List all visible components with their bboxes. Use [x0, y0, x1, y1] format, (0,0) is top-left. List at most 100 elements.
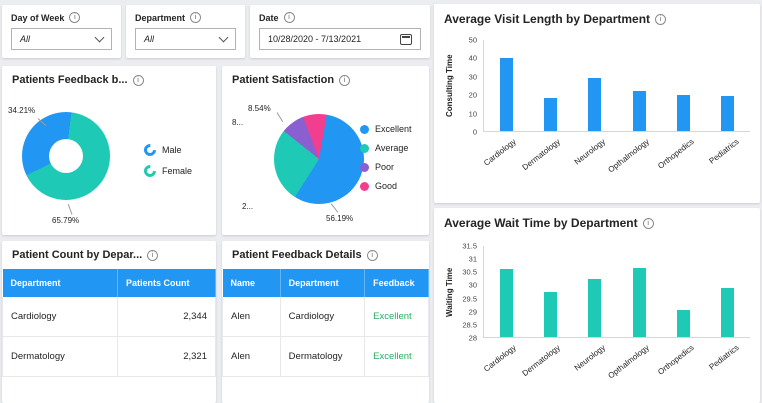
legend-marker [141, 162, 159, 180]
department-select[interactable]: All [135, 28, 236, 50]
bar-slot [573, 40, 617, 131]
table-cell: Cardiology [279, 297, 366, 337]
bar-slot [573, 246, 617, 337]
legend-label: Average [375, 143, 409, 153]
table-header-row: Department Patients Count [2, 269, 216, 297]
gender-legend: Male Female [141, 141, 193, 180]
filter-label-row: Date [259, 12, 421, 23]
y-tick-label: 30 [468, 72, 477, 82]
info-icon[interactable] [190, 12, 202, 23]
x-tick: Neurology [572, 132, 617, 192]
y-axis: 0 10 20 30 40 50 [457, 36, 483, 137]
plot-column: Cardiology Dermatology Neurology Opthalmolo… [482, 40, 751, 192]
info-icon[interactable] [655, 13, 667, 25]
column-header[interactable]: Name [222, 269, 281, 297]
chevron-down-icon [94, 32, 105, 43]
bar-slot [661, 40, 705, 131]
column-header[interactable]: Department [280, 269, 366, 297]
pie-data-label-average: 2... [242, 202, 254, 211]
info-icon[interactable] [339, 74, 351, 86]
table-row[interactable]: Dermatology 2,321 [2, 336, 216, 377]
x-axis: Cardiology Dermatology Neurology Opthalmolo… [482, 338, 750, 398]
table-cell: 2,344 [117, 297, 216, 337]
y-tick-label: 20 [468, 90, 477, 100]
y-tick-label: 30.5 [462, 267, 477, 277]
legend-item-excellent[interactable]: Excellent [360, 124, 412, 134]
filter-department-label: Department [135, 12, 186, 23]
bar-pediatrics[interactable] [721, 287, 735, 337]
bar-slot [484, 246, 528, 337]
day-of-week-select[interactable]: All [11, 28, 112, 50]
info-icon[interactable] [366, 249, 378, 261]
legend-label: Poor [375, 162, 395, 172]
bar-neurology[interactable] [588, 278, 602, 337]
bar-pediatrics[interactable] [721, 96, 735, 131]
bar-opthalmology[interactable] [632, 268, 646, 337]
bar-slot [528, 246, 572, 337]
y-tick-label: 29 [468, 307, 477, 317]
info-icon[interactable] [69, 12, 81, 23]
legend-marker [360, 124, 369, 134]
legend-item-good[interactable]: Good [360, 181, 412, 191]
card-feedback-details: Patient Feedback Details NameDepartmentF… [222, 241, 429, 403]
table-cell: Cardiology [2, 297, 119, 337]
table-cell: Excellent [364, 297, 429, 337]
legend-item-average[interactable]: Average [360, 143, 412, 153]
info-icon[interactable] [642, 217, 654, 229]
x-tick: Neurology [572, 338, 617, 398]
date-range-input[interactable]: 10/28/2020 - 7/13/2021 [259, 28, 421, 50]
bar-orthopedics[interactable] [676, 94, 690, 131]
table-cell: Excellent [364, 336, 429, 377]
bars [484, 246, 750, 337]
x-tick-label: Pediatrics [707, 137, 741, 166]
legend-label: Female [162, 166, 193, 176]
bar-slot [661, 246, 705, 337]
column-header[interactable]: Patients Count [117, 269, 216, 297]
day-of-week-selected-value: All [20, 34, 31, 44]
y-tick-label: 0 [472, 127, 477, 137]
table-row[interactable]: Cardiology 2,344 [2, 297, 216, 337]
pie-data-label-excellent: 56.19% [326, 214, 354, 223]
bar-opthalmology[interactable] [632, 90, 646, 131]
filter-date: Date 10/28/2020 - 7/13/2021 [250, 5, 430, 58]
x-tick: Dermatology [521, 338, 573, 398]
legend-item-male[interactable]: Male [141, 141, 192, 159]
card-title: Patient Count by Depar... [12, 249, 143, 261]
legend-label: Excellent [375, 124, 412, 134]
info-icon[interactable] [283, 12, 295, 23]
bars [484, 40, 750, 131]
column-header[interactable]: Department [2, 269, 119, 297]
bar-slot [617, 246, 661, 337]
plot-column: Cardiology Dermatology Neurology Opthalmolo… [482, 246, 750, 398]
chevron-down-icon [218, 32, 229, 43]
x-tick-label: Dermatology [521, 137, 563, 173]
legend-item-female[interactable]: Female [141, 162, 193, 180]
bar-cardiology[interactable] [499, 58, 513, 131]
y-tick-label: 50 [468, 35, 477, 45]
table-row[interactable]: Alen Dermatology Excellent [222, 336, 429, 377]
column-header[interactable]: Feedback [364, 269, 429, 297]
legend-marker [141, 141, 159, 159]
table-header-row: Name Department Feedback [222, 269, 429, 297]
calendar-icon [400, 33, 412, 45]
satisfaction-pie-chart[interactable] [274, 114, 364, 204]
x-tick-label: Cardiology [482, 343, 518, 374]
date-range-value: 10/28/2020 - 7/13/2021 [268, 34, 362, 44]
bar-cardiology[interactable] [499, 269, 513, 337]
bar-orthopedics[interactable] [676, 309, 690, 337]
filter-label-row: Day of Week [11, 12, 112, 23]
legend-label: Good [375, 181, 398, 191]
bar-dermatology[interactable] [543, 291, 557, 337]
plot-area [483, 40, 750, 132]
table-row[interactable]: Alen Cardiology Excellent [222, 297, 429, 337]
x-tick: Opthalmology [607, 338, 662, 398]
info-icon[interactable] [132, 74, 144, 86]
y-tick-label: 28 [468, 333, 477, 343]
bar-dermatology[interactable] [543, 98, 557, 131]
bar-neurology[interactable] [588, 78, 602, 131]
info-icon[interactable] [147, 249, 159, 261]
legend-item-poor[interactable]: Poor [360, 162, 412, 172]
filter-label-row: Department [135, 12, 236, 23]
x-tick: Pediatrics [706, 132, 751, 192]
bar-slot [706, 40, 750, 131]
